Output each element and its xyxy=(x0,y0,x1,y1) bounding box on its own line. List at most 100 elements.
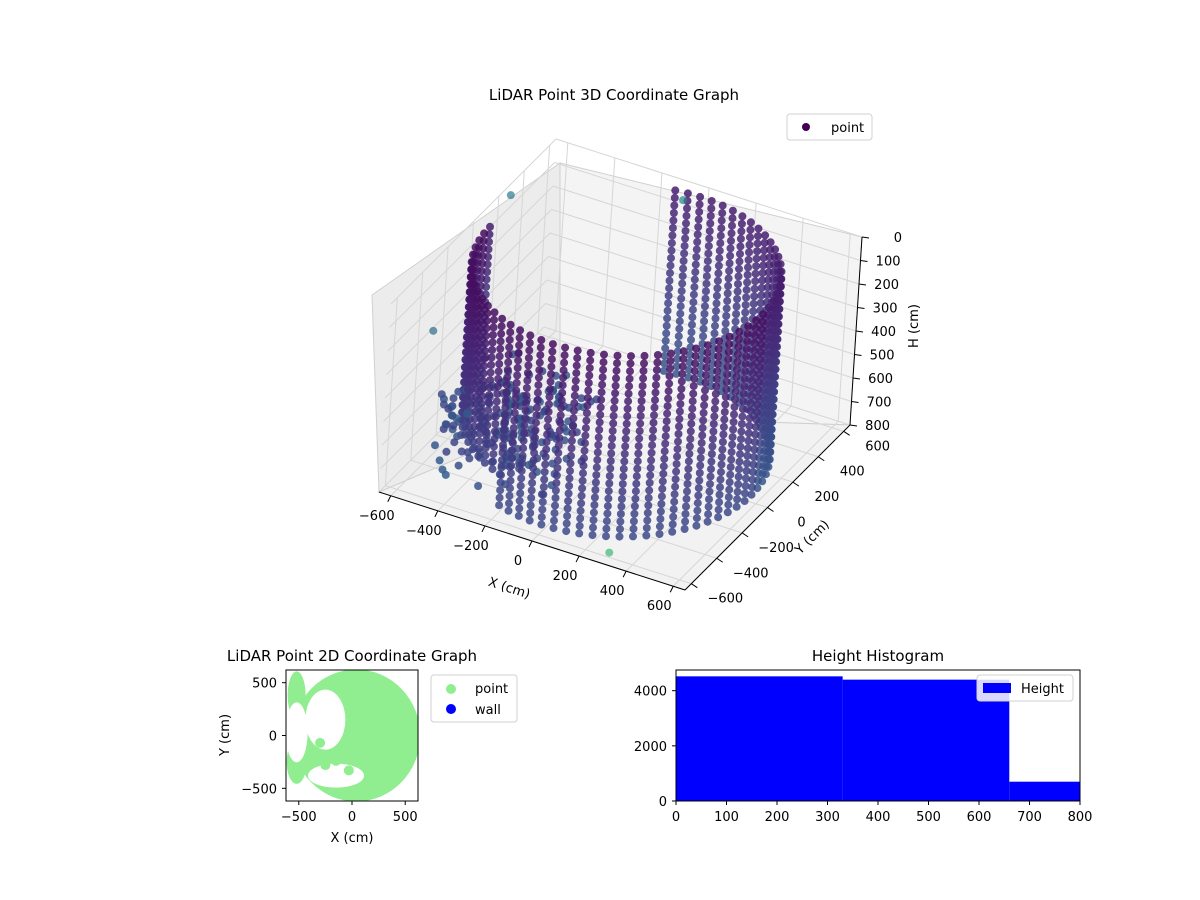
x-tick-label: 0 xyxy=(514,554,522,569)
lidar-point-3d xyxy=(725,485,734,494)
lidar-point-3d xyxy=(688,313,697,322)
lidar-point-3d xyxy=(760,246,769,255)
lidar-point-3d xyxy=(735,457,744,466)
lidar-point-3d xyxy=(695,207,704,216)
lidar-point-3d xyxy=(501,403,510,412)
lidar-point-3d xyxy=(677,384,686,393)
lidar-point-3d xyxy=(621,442,630,451)
lidar-point-3d xyxy=(661,336,670,345)
lidar-point-3d xyxy=(567,451,575,460)
lidar-point-3d xyxy=(669,512,678,521)
lidar-point-3d xyxy=(439,395,448,403)
lidar-point-3d xyxy=(742,352,751,361)
lidar-point-3d xyxy=(585,371,594,380)
lidar-point-3d xyxy=(545,400,553,409)
lidar-point-3d xyxy=(777,275,786,283)
lidar-point-3d xyxy=(607,449,616,458)
lidar-point-3d xyxy=(656,507,665,516)
lidar-point-3d xyxy=(732,502,741,511)
lidar-point-3d xyxy=(736,249,744,258)
plot2d-legend: point wall xyxy=(430,674,518,723)
lidar-point-3d xyxy=(595,425,604,434)
lidar-point-3d xyxy=(695,200,704,209)
lidar-point-3d xyxy=(744,429,753,438)
lidar-point-3d xyxy=(754,377,763,386)
lidar-point-3d xyxy=(680,242,689,250)
lidar-point-3d xyxy=(515,504,524,513)
lidar-point-3d xyxy=(492,397,501,406)
lidar-point-3d xyxy=(701,294,710,303)
lidar-point-3d xyxy=(554,448,563,457)
lidar-point-3d xyxy=(660,359,669,368)
lidar-point-3d xyxy=(486,222,494,231)
lidar-point-3d xyxy=(670,201,679,210)
lidar-point-3d xyxy=(736,442,745,451)
lidar-point-3d xyxy=(564,497,573,505)
lidar-point-3d xyxy=(750,438,759,447)
lidar-point-3d xyxy=(752,408,761,416)
lidar-point-3d xyxy=(639,374,648,383)
lidar-point-3d xyxy=(721,392,730,401)
lidar-point-3d xyxy=(707,197,716,205)
lidar-point-3d xyxy=(665,379,674,388)
x-tick-label: 0 xyxy=(348,810,356,825)
lidar-point-3d xyxy=(506,328,515,337)
lidar-point-3d xyxy=(746,399,755,408)
lidar-point-3d xyxy=(615,532,624,541)
lidar-point-3d xyxy=(666,364,674,373)
lidar-point-3d xyxy=(751,430,760,439)
lidar-point-3d xyxy=(700,317,709,326)
lidar-point-3d xyxy=(725,478,734,487)
lidar-point-3d xyxy=(642,524,651,532)
lidar-point-3d xyxy=(663,409,672,418)
lidar-point-3d xyxy=(662,424,671,433)
lidar-point-3d xyxy=(588,531,597,540)
lidar-point-3d xyxy=(663,402,672,411)
lidar-point-3d xyxy=(608,434,617,443)
lidar-point-3d xyxy=(499,426,508,434)
lidar-point-3d xyxy=(596,403,605,412)
lidar-point-3d xyxy=(743,278,752,287)
lidar-point-3d xyxy=(490,308,499,317)
lidar-point-3d xyxy=(752,254,761,263)
lidar-point-3d xyxy=(657,492,666,501)
lidar-point-3d xyxy=(658,484,667,493)
lidar-point-3d xyxy=(730,410,738,419)
lidar-point-3d xyxy=(747,384,756,393)
lidar-point-3d xyxy=(579,469,587,478)
histogram-bar xyxy=(1009,781,1080,801)
lidar-point-3d xyxy=(717,453,726,462)
lidar-point-3d xyxy=(691,268,700,277)
lidar-point-3d xyxy=(706,480,714,489)
x-tick-label: 400 xyxy=(866,810,891,825)
lidar-point-3d xyxy=(724,500,733,509)
lidar-point-3d xyxy=(741,359,750,368)
lidar-point-3d xyxy=(690,275,699,284)
lidar-point-3d xyxy=(548,347,557,356)
lidar-point-3d xyxy=(718,201,727,210)
lidar-point-3d xyxy=(687,328,696,337)
lidar-point-3d xyxy=(531,426,540,435)
lidar-point-3d xyxy=(704,249,713,258)
lidar-point-3d xyxy=(551,494,560,502)
x-tick-label: −500 xyxy=(281,810,317,825)
lidar-point-3d xyxy=(726,244,735,253)
lidar-point-3d xyxy=(474,452,483,461)
lidar-point-3d xyxy=(739,397,748,406)
lidar-point-3d xyxy=(562,527,571,536)
lidar-point-3d xyxy=(548,340,557,349)
lidar-point-3d xyxy=(571,376,580,385)
lidar-point-3d xyxy=(703,356,711,365)
lidar-point-3d xyxy=(481,451,490,460)
lidar-point-3d xyxy=(598,373,607,382)
lidar-point-3d xyxy=(675,407,684,416)
lidar-point-3d xyxy=(745,248,753,257)
lidar-point-3d xyxy=(733,350,742,359)
lidar-point-3d xyxy=(469,430,478,439)
x-tick xyxy=(481,525,486,533)
lidar-point-3d xyxy=(561,343,570,352)
lidar-point-3d xyxy=(679,354,688,363)
z-tick-label: 400 xyxy=(871,325,896,340)
lidar-point-3d xyxy=(700,309,709,318)
lidar-point-3d xyxy=(481,346,489,355)
